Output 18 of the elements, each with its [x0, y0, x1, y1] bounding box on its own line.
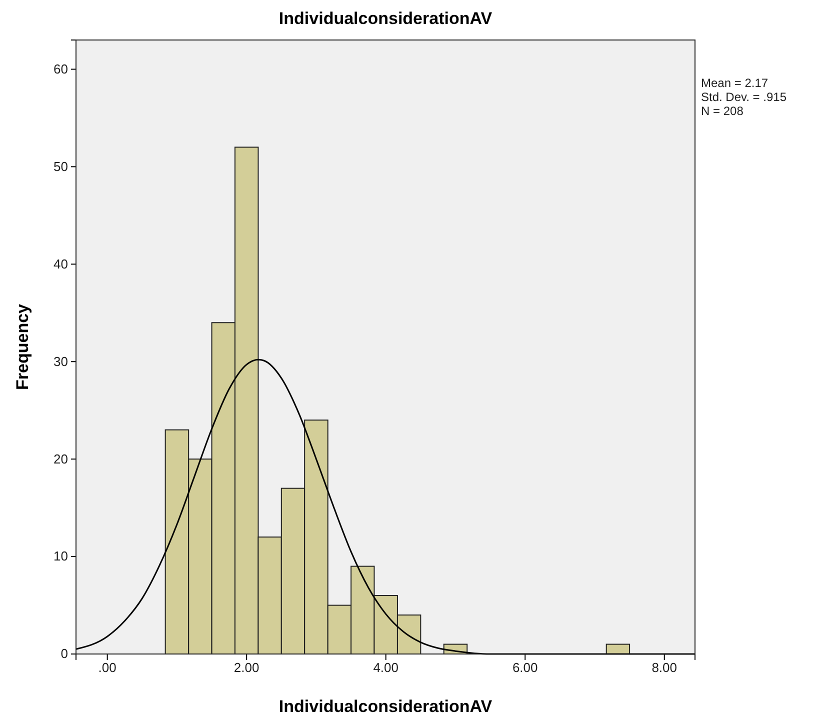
y-tick-label: 50: [54, 158, 68, 174]
x-tick-label: 2.00: [234, 660, 260, 676]
x-tick-label: 4.00: [373, 660, 399, 676]
chart-title: IndividualconsiderationAV: [278, 9, 493, 28]
y-tick-label: 40: [54, 256, 68, 272]
x-tick-label: 6.00: [512, 660, 538, 676]
y-tick-label: 20: [54, 451, 68, 466]
y-tick-label: 30: [54, 354, 68, 369]
text: N = 208: [701, 104, 744, 118]
y-axis-title: Frequency: [13, 303, 32, 390]
y-tick-label: 10: [54, 548, 68, 564]
text: Std. Dev. = .915: [701, 90, 787, 104]
x-axis-title: IndividualconsiderationAV: [278, 697, 493, 716]
y-tick-label: 0: [60, 646, 68, 662]
y-tick-label: 60: [54, 61, 68, 76]
x-tick-label: 8.00: [652, 660, 678, 676]
text: Mean = 2.17: [701, 76, 768, 90]
x-tick-label: .00: [98, 660, 116, 676]
